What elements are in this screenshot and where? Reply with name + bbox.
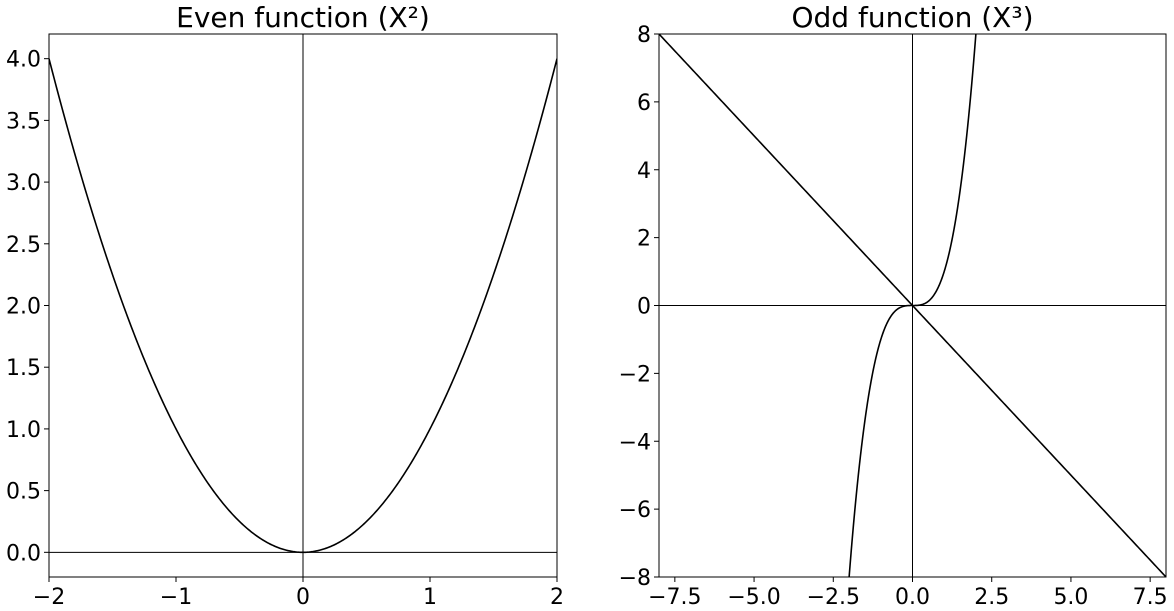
even-x-tick-label: −1 [160, 585, 192, 610]
even-y-tick-label: 0.0 [6, 541, 41, 566]
even-y-tick-label: 2.0 [6, 295, 41, 320]
odd-x-tick-label: 5.0 [1053, 585, 1088, 610]
odd-y-tick-label: 2 [637, 227, 651, 252]
odd-x-tick-label: −5.0 [727, 585, 780, 610]
even-x-tick-label: 1 [423, 585, 437, 610]
odd-series-x-line [659, 34, 1166, 577]
odd-y-tick-label: −6 [619, 498, 651, 523]
even-y-tick-label: 1.5 [6, 356, 41, 381]
even-function-chart: −2 −1 0 1 2 0.0 0.5 1.0 1.5 2.0 2.5 3.0 3.5 4.0 Even f… [6, 1, 564, 610]
even-x-tick-label: −2 [33, 585, 65, 610]
even-x-tick-label: 0 [296, 585, 310, 610]
even-y-tick-label: 0.5 [6, 480, 41, 505]
odd-y-tick-label: −4 [619, 430, 651, 455]
even-y-tick-label: 1.0 [6, 418, 41, 443]
even-chart-title: Even function (X²) [176, 1, 430, 34]
odd-y-tick-label: 0 [637, 295, 651, 320]
odd-function-chart: −7.5 −5.0 −2.5 0.0 2.5 5.0 7.5 −8 −6 −4 −2 0 2 4 6 8 Odd… [619, 1, 1168, 610]
odd-x-tick-label: −7.5 [648, 585, 701, 610]
odd-x-tick-label: 0.0 [895, 585, 930, 610]
even-y-tick-label: 3.0 [6, 171, 41, 196]
even-x-tick-label: 2 [550, 585, 564, 610]
odd-y-tick-label: 6 [637, 91, 651, 116]
odd-x-tick-label: 7.5 [1133, 585, 1168, 610]
odd-y-tick-label: 8 [637, 23, 651, 48]
odd-y-tick-label: −8 [619, 566, 651, 591]
even-series-x2-line [49, 58, 557, 554]
even-y-tick-label: 2.5 [6, 233, 41, 258]
even-y-tick-label: 3.5 [6, 109, 41, 134]
odd-y-tick-label: 4 [637, 159, 651, 184]
odd-x-tick-label: 2.5 [974, 585, 1009, 610]
odd-chart-title: Odd function (X³) [791, 1, 1033, 34]
even-y-tick-label: 4.0 [6, 48, 41, 73]
odd-x-tick-label: −2.5 [807, 585, 860, 610]
odd-y-tick-label: −2 [619, 362, 651, 387]
